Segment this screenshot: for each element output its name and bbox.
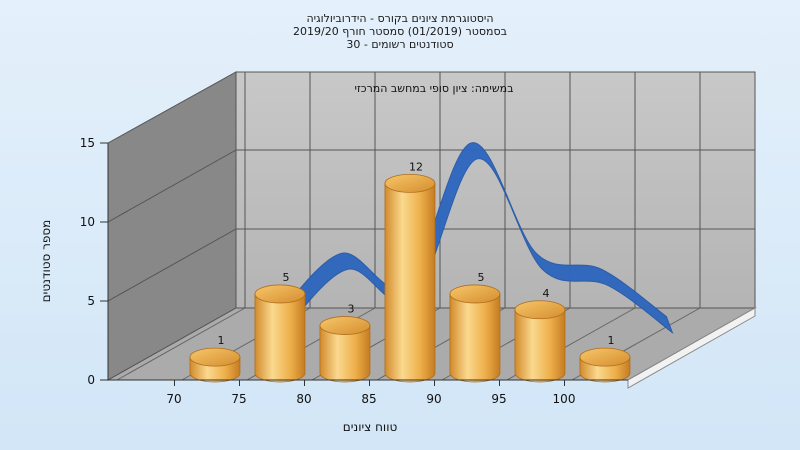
x-tick-label: 80	[296, 392, 311, 406]
x-tick-label: 85	[361, 392, 376, 406]
bar-value-label: 12	[409, 160, 423, 173]
bar	[449, 293, 501, 383]
bar	[384, 182, 436, 383]
x-tick-label: 70	[166, 392, 181, 406]
x-axis-ticks: 70 75 80 85 90 95 100	[108, 379, 628, 406]
y-tick-label: 0	[87, 373, 95, 387]
bar-top	[189, 347, 241, 367]
y-tick-label: 5	[87, 294, 95, 308]
bar-top	[254, 284, 306, 304]
bar-value-label: 1	[217, 334, 224, 347]
chart-title-line-1: היסטוגרמת ציונים בקורס - הידרוביולוגיה	[306, 12, 493, 25]
side-gridline	[107, 149, 237, 223]
x-tick-label: 90	[426, 392, 441, 406]
data-labels: 1 5 3 12 5 4 1	[217, 160, 614, 347]
bar-value-label: 5	[282, 271, 289, 284]
y-tick-label: 15	[80, 136, 95, 150]
right-edge	[627, 307, 756, 389]
floor-gridline	[116, 307, 246, 381]
bar-value-label: 4	[542, 287, 549, 300]
x-axis-title: טווח ציונים	[343, 420, 398, 434]
bar-value-label: 3	[347, 303, 354, 316]
bar-top	[579, 347, 631, 367]
x-tick-label: 100	[553, 392, 576, 406]
chart-title-line-2: בסמסטר (01/2019) סמסטר חורף 2019/20	[293, 25, 507, 38]
bar-value-label: 1	[607, 334, 614, 347]
x-tick-label: 75	[231, 392, 246, 406]
side-gridline	[107, 228, 237, 302]
y-axis-ticks: 0 5 10 15	[80, 136, 109, 387]
bar	[254, 293, 306, 383]
bar	[514, 309, 566, 383]
y-tick-label: 10	[80, 215, 95, 229]
bars	[189, 173, 631, 383]
bar-top	[319, 316, 371, 335]
chart-title-line-3: סטודנטים רשומים - 30	[346, 38, 453, 51]
chart-subtitle: במשימה: ציון סופי במחשב המרכזי	[354, 82, 513, 95]
bar-top	[449, 284, 501, 304]
bar-top	[384, 173, 436, 193]
y-axis-title: מספר סטודנטים	[39, 220, 53, 303]
bar-value-label: 5	[477, 271, 484, 284]
x-tick-label: 95	[491, 392, 506, 406]
bar	[319, 325, 371, 383]
bar-top	[514, 300, 566, 320]
